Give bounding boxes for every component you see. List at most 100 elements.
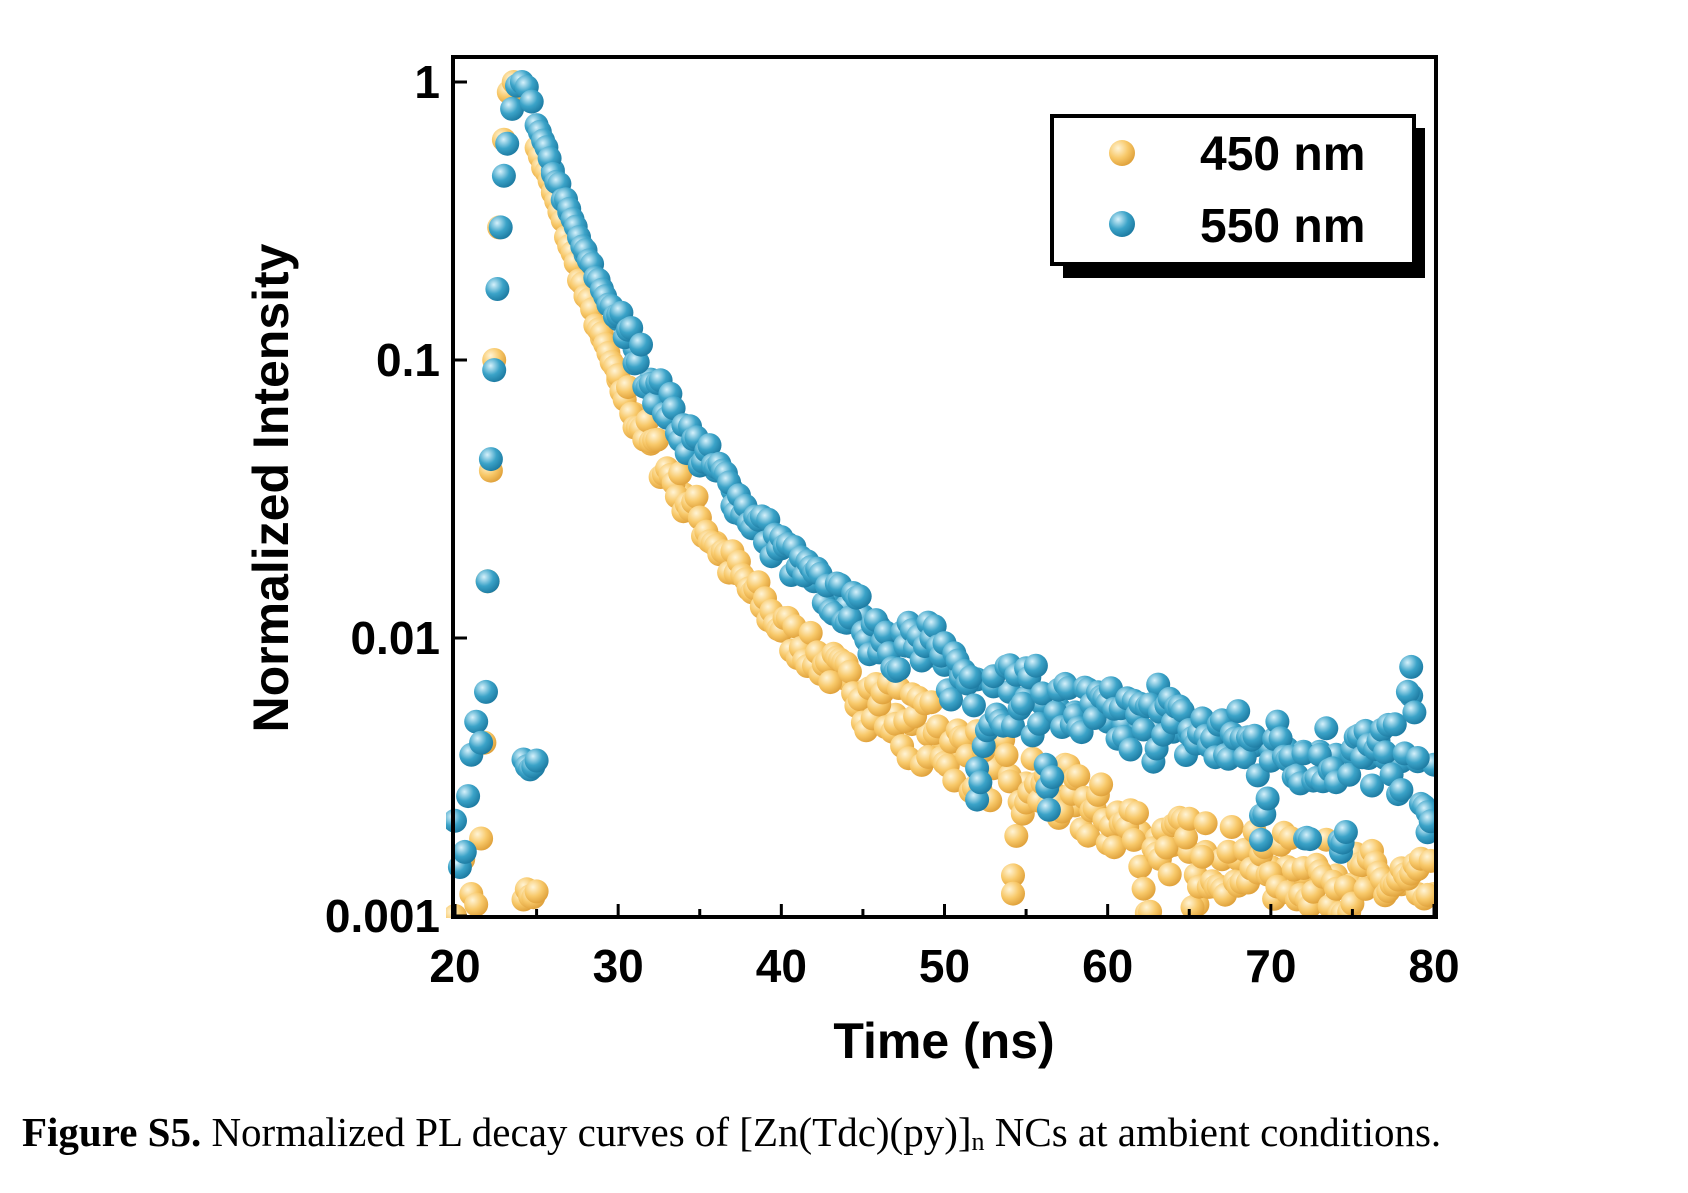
data-point (1337, 762, 1362, 787)
data-point (519, 89, 544, 114)
decay-chart: 20 30 40 50 60 70 80 0.001 0.01 0.1 1 Normalized I… (243, 55, 1460, 1069)
data-point (961, 693, 986, 718)
data-point (1268, 726, 1293, 751)
series-550nm (446, 70, 1436, 879)
data-point (1089, 772, 1114, 797)
data-point (491, 163, 516, 188)
data-point (1399, 654, 1424, 679)
x-tick-label: 70 (1245, 940, 1296, 992)
data-point (1314, 716, 1339, 741)
data-point (1157, 862, 1182, 887)
data-point (1190, 844, 1215, 869)
data-point (1395, 679, 1420, 704)
data-point (1415, 882, 1436, 907)
data-point (524, 879, 549, 904)
data-point (1418, 848, 1436, 873)
caption-text-end: NCs at ambient conditions. (984, 1109, 1442, 1155)
data-point (1373, 740, 1398, 765)
legend: 450 nm 550 nm (1050, 114, 1425, 278)
data-point (837, 659, 862, 684)
data-point (939, 687, 963, 712)
legend-label-550nm: 550 nm (1200, 200, 1365, 253)
data-point (1382, 712, 1407, 737)
data-point (469, 730, 494, 755)
data-point (478, 447, 503, 472)
data-point (994, 743, 1019, 767)
data-point (1125, 801, 1149, 825)
x-tick-label: 80 (1408, 940, 1459, 992)
data-point (1255, 786, 1280, 811)
data-point (474, 679, 498, 704)
data-point (1193, 811, 1218, 836)
x-tick-label: 20 (429, 940, 480, 992)
data-point (958, 665, 983, 690)
data-point (524, 748, 549, 773)
x-tick-label: 30 (593, 940, 644, 992)
data-point (645, 427, 670, 452)
data-point (1001, 863, 1025, 888)
data-point (485, 277, 510, 301)
data-point (1121, 827, 1146, 852)
data-point (1226, 699, 1251, 724)
data-point (847, 584, 872, 609)
x-tick-label: 40 (756, 940, 807, 992)
data-point (1389, 778, 1414, 802)
data-point (1174, 825, 1198, 850)
figure-caption: Figure S5. Normalized PL decay curves of… (22, 1108, 1682, 1157)
data-point (1076, 823, 1101, 848)
data-point (452, 839, 477, 864)
data-point (500, 96, 525, 121)
data-point (684, 484, 709, 509)
data-point (482, 358, 507, 383)
data-point (668, 461, 693, 486)
data-point (1004, 823, 1029, 848)
data-point (1405, 746, 1430, 770)
axis-ticks: 20 30 40 50 60 70 80 0.001 0.01 0.1 1 (325, 56, 1460, 992)
y-tick-label: 0.1 (376, 334, 440, 386)
data-point (1298, 827, 1322, 852)
data-point (1249, 827, 1273, 852)
data-point (1360, 773, 1384, 798)
data-point (886, 657, 911, 682)
data-point (1180, 895, 1205, 918)
data-point (818, 670, 843, 695)
data-point (1131, 717, 1156, 742)
caption-label: Figure S5. (22, 1109, 202, 1155)
x-axis-label: Time (ns) (833, 1013, 1054, 1069)
data-point (968, 770, 993, 795)
data-point (1154, 835, 1179, 860)
data-point (1118, 737, 1143, 762)
data-point (1333, 820, 1358, 844)
y-axis-title: Normalized Intensity (243, 243, 299, 732)
data-point (1066, 764, 1091, 789)
data-point (1170, 698, 1195, 723)
y-tick-label: 1 (414, 56, 440, 108)
data-point (1010, 691, 1035, 716)
caption-text: Normalized PL decay curves of [Zn(Tdc)(p… (201, 1109, 972, 1155)
data-point (1040, 765, 1065, 790)
data-point (456, 784, 481, 809)
data-point (1219, 815, 1244, 839)
data-point (1402, 700, 1427, 725)
data-point (798, 620, 823, 645)
y-tick-label: 0.001 (325, 890, 440, 942)
data-point (469, 826, 494, 851)
data-point (1138, 899, 1163, 918)
caption-subscript: n (971, 1127, 985, 1156)
x-tick-label: 50 (919, 940, 970, 992)
data-point (697, 433, 722, 458)
data-point (475, 569, 500, 594)
data-point (1418, 809, 1436, 834)
y-tick-label: 0.01 (350, 612, 440, 664)
data-point (488, 215, 513, 240)
legend-marker-450nm (1109, 140, 1135, 166)
data-point (1242, 723, 1267, 748)
data-point (629, 332, 653, 357)
legend-label-450nm: 450 nm (1200, 128, 1365, 181)
plot-frame (451, 55, 1438, 919)
data-point (997, 769, 1022, 794)
data-point (464, 892, 489, 917)
data-point (464, 709, 489, 734)
data-point (1128, 854, 1153, 879)
data-point (1131, 876, 1156, 901)
